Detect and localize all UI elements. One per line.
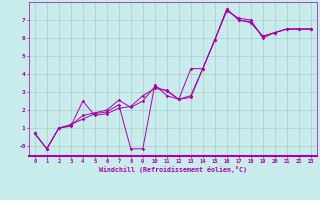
X-axis label: Windchill (Refroidissement éolien,°C): Windchill (Refroidissement éolien,°C) [99,166,247,173]
